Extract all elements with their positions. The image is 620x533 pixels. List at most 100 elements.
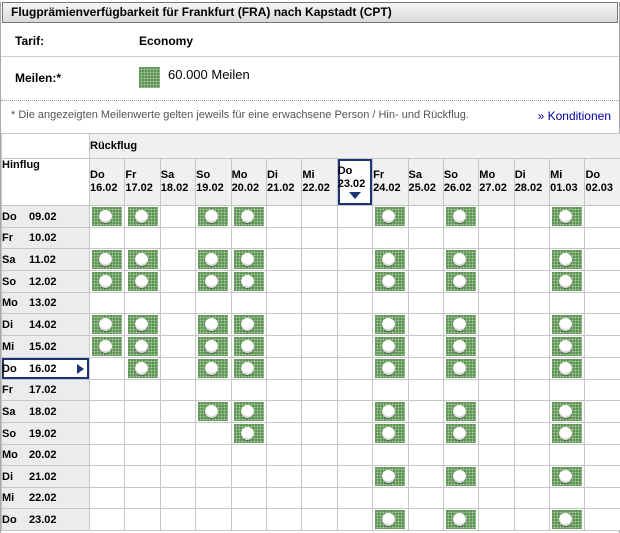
availability-cell[interactable] <box>196 336 231 358</box>
award-availability-icon[interactable] <box>128 250 158 269</box>
availability-cell[interactable] <box>231 401 266 423</box>
award-availability-icon[interactable] <box>446 315 476 334</box>
availability-cell[interactable] <box>443 271 478 293</box>
award-availability-icon[interactable] <box>375 337 405 356</box>
availability-cell[interactable] <box>373 206 408 228</box>
availability-cell[interactable] <box>231 206 266 228</box>
award-availability-icon[interactable] <box>128 315 158 334</box>
award-availability-icon[interactable] <box>375 510 405 529</box>
availability-cell[interactable] <box>550 401 585 423</box>
availability-cell[interactable] <box>90 336 125 358</box>
award-availability-icon[interactable] <box>234 250 264 269</box>
award-availability-icon[interactable] <box>234 424 264 443</box>
award-availability-icon[interactable] <box>198 207 228 226</box>
availability-cell[interactable] <box>196 249 231 271</box>
award-availability-icon[interactable] <box>446 424 476 443</box>
availability-cell[interactable] <box>90 271 125 293</box>
award-availability-icon[interactable] <box>198 272 228 291</box>
availability-cell[interactable] <box>125 206 160 228</box>
availability-cell[interactable] <box>550 314 585 336</box>
availability-cell[interactable] <box>373 336 408 358</box>
availability-cell[interactable] <box>443 358 478 380</box>
availability-cell[interactable] <box>373 466 408 488</box>
award-availability-icon[interactable] <box>128 272 158 291</box>
award-availability-icon[interactable] <box>446 467 476 486</box>
award-availability-icon[interactable] <box>128 337 158 356</box>
availability-cell[interactable] <box>443 509 478 531</box>
award-availability-icon[interactable] <box>446 207 476 226</box>
award-availability-icon[interactable] <box>446 510 476 529</box>
award-availability-icon[interactable] <box>92 315 122 334</box>
availability-cell[interactable] <box>373 423 408 445</box>
availability-cell[interactable] <box>443 249 478 271</box>
award-availability-icon[interactable] <box>198 315 228 334</box>
award-availability-icon[interactable] <box>552 272 582 291</box>
availability-cell[interactable] <box>125 358 160 380</box>
award-availability-icon[interactable] <box>446 272 476 291</box>
award-availability-icon[interactable] <box>92 272 122 291</box>
availability-cell[interactable] <box>443 206 478 228</box>
award-availability-icon[interactable] <box>552 250 582 269</box>
award-availability-icon[interactable] <box>234 207 264 226</box>
availability-cell[interactable] <box>373 509 408 531</box>
availability-cell[interactable] <box>90 314 125 336</box>
availability-cell[interactable] <box>231 314 266 336</box>
award-availability-icon[interactable] <box>375 359 405 378</box>
award-availability-icon[interactable] <box>234 272 264 291</box>
award-availability-icon[interactable] <box>234 402 264 421</box>
availability-cell[interactable] <box>90 249 125 271</box>
availability-cell[interactable] <box>196 271 231 293</box>
availability-cell[interactable] <box>125 336 160 358</box>
award-availability-icon[interactable] <box>375 315 405 334</box>
availability-cell[interactable] <box>231 423 266 445</box>
availability-cell[interactable] <box>550 336 585 358</box>
availability-cell[interactable] <box>373 271 408 293</box>
availability-cell[interactable] <box>550 423 585 445</box>
availability-cell[interactable] <box>373 314 408 336</box>
availability-cell[interactable] <box>90 206 125 228</box>
availability-cell[interactable] <box>443 466 478 488</box>
availability-cell[interactable] <box>231 336 266 358</box>
award-availability-icon[interactable] <box>552 510 582 529</box>
availability-cell[interactable] <box>550 509 585 531</box>
award-availability-icon[interactable] <box>198 337 228 356</box>
award-availability-icon[interactable] <box>234 337 264 356</box>
availability-cell[interactable] <box>373 401 408 423</box>
availability-cell[interactable] <box>443 314 478 336</box>
award-availability-icon[interactable] <box>552 315 582 334</box>
award-availability-icon[interactable] <box>375 250 405 269</box>
award-availability-icon[interactable] <box>234 359 264 378</box>
award-availability-icon[interactable] <box>375 467 405 486</box>
award-availability-icon[interactable] <box>92 250 122 269</box>
award-availability-icon[interactable] <box>375 402 405 421</box>
availability-cell[interactable] <box>231 358 266 380</box>
award-availability-icon[interactable] <box>446 359 476 378</box>
availability-cell[interactable] <box>373 249 408 271</box>
award-availability-icon[interactable] <box>92 337 122 356</box>
award-availability-icon[interactable] <box>446 250 476 269</box>
konditionen-link[interactable]: » Konditionen <box>538 109 611 123</box>
availability-cell[interactable] <box>550 271 585 293</box>
award-availability-icon[interactable] <box>446 337 476 356</box>
award-availability-icon[interactable] <box>128 359 158 378</box>
